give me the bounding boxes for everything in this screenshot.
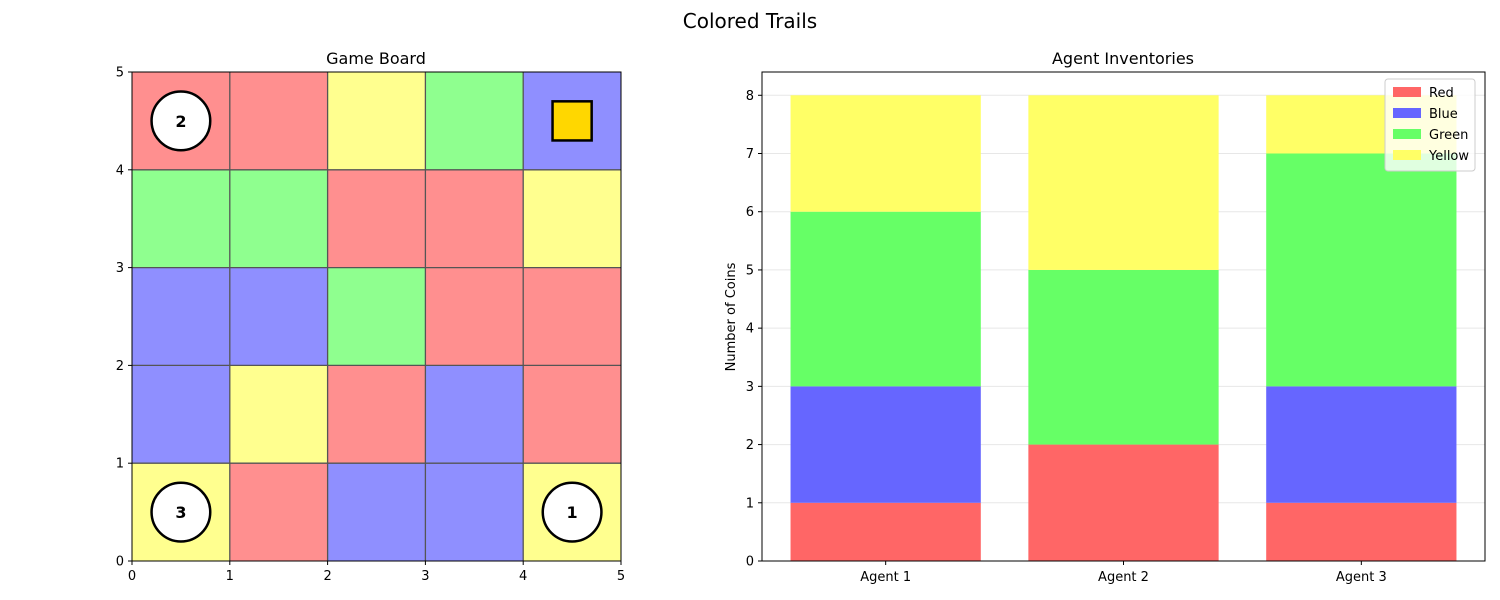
board-cell (523, 365, 621, 464)
y-tick-label: 5 (746, 263, 754, 278)
bar-blue-1 (790, 386, 981, 503)
y-tick-label: 0 (116, 555, 124, 570)
x-tick-label: 4 (519, 569, 527, 584)
x-tick-label: 0 (128, 569, 136, 584)
board-cell (229, 169, 328, 268)
board-cell (327, 267, 426, 366)
legend-box (1384, 78, 1476, 172)
chart-title: Agent Inventories (1052, 49, 1194, 68)
x-tick-label: 1 (226, 569, 234, 584)
goal-icon (551, 100, 593, 142)
bar-blue-3 (1266, 386, 1457, 503)
chart-x-ticks: Agent 1 Agent 2 Agent 3 (860, 561, 1387, 585)
chart-y-ticks: 0 1 2 3 4 5 6 7 8 (746, 89, 762, 570)
board-cell (132, 169, 230, 268)
y-tick-label: 2 (116, 359, 124, 374)
figure-title: Colored Trails (683, 9, 817, 33)
board-cell (425, 72, 524, 170)
board-title: Game Board (326, 49, 426, 68)
y-tick-label: 4 (746, 322, 754, 337)
y-tick-label: 1 (116, 457, 124, 472)
board-frame (131, 71, 622, 562)
y-tick-label: 4 (116, 163, 124, 178)
board-cell (425, 169, 524, 268)
y-tick-label: 2 (746, 438, 754, 453)
y-tick-label: 5 (116, 66, 124, 81)
x-tick-label: Agent 1 (860, 570, 911, 585)
chart-legend: Red Blue Green Yellow (1384, 78, 1476, 172)
bar-red-2 (1028, 444, 1219, 561)
board-gridlines (132, 72, 621, 561)
x-tick-label: Agent 3 (1336, 570, 1387, 585)
board-cell (327, 72, 426, 170)
legend-swatch-green (1393, 129, 1421, 139)
agent-circle (150, 90, 212, 152)
board-cell (425, 463, 524, 561)
board-cell (132, 365, 230, 464)
legend-swatch-blue (1393, 108, 1421, 118)
board-cell (229, 365, 328, 464)
legend-swatch-yellow (1393, 150, 1421, 160)
x-tick-label: 5 (617, 569, 625, 584)
agent-circle (150, 481, 212, 543)
bar-yellow-1 (790, 95, 981, 212)
agent-label: 3 (175, 503, 186, 522)
y-tick-label: 1 (746, 496, 754, 511)
agent-token-3: 3 (150, 481, 212, 543)
board-cell (327, 169, 426, 268)
chart-bars (790, 95, 1457, 561)
agent-label: 1 (567, 503, 578, 522)
board-cell (425, 267, 524, 366)
board-cell (523, 267, 621, 366)
board-cell (523, 169, 621, 268)
board-ticks: 0 1 2 3 4 5 0 1 2 3 4 5 (116, 66, 625, 585)
legend-label-yellow: Yellow (1428, 149, 1469, 164)
y-tick-label: 0 (746, 555, 754, 570)
x-tick-label: 3 (421, 569, 429, 584)
y-tick-label: 7 (746, 147, 754, 162)
game-board: Game Board 0 1 2 3 4 5 0 1 2 3 4 5 1 2 3 (116, 49, 625, 584)
legend-swatch-red (1393, 87, 1421, 97)
legend-label-blue: Blue (1429, 107, 1458, 122)
x-tick-label: 2 (323, 569, 331, 584)
board-cells (132, 72, 621, 561)
y-tick-label: 3 (116, 261, 124, 276)
agent-token-1: 1 (541, 481, 603, 543)
bar-yellow-2 (1028, 95, 1219, 270)
legend-label-red: Red (1429, 86, 1454, 101)
agent-label: 2 (175, 112, 186, 131)
goal-layer (551, 100, 593, 142)
legend-label-green: Green (1429, 128, 1468, 143)
bar-red-1 (790, 502, 981, 561)
agent-token-2: 2 (150, 90, 212, 152)
board-cell (132, 267, 230, 366)
board-cell (229, 463, 328, 561)
bar-red-3 (1266, 502, 1457, 561)
board-cell (327, 463, 426, 561)
y-tick-label: 8 (746, 89, 754, 104)
agents-layer: 1 2 3 (150, 90, 603, 543)
y-tick-label: 6 (746, 205, 754, 220)
chart-y-label: Number of Coins (724, 262, 739, 371)
x-tick-label: Agent 2 (1098, 570, 1149, 585)
board-cell (229, 72, 328, 170)
agent-circle (541, 481, 603, 543)
board-cell (229, 267, 328, 366)
bar-green-2 (1028, 269, 1219, 445)
bar-green-3 (1266, 153, 1457, 387)
board-cell (327, 365, 426, 464)
board-cell (425, 365, 524, 464)
y-tick-label: 3 (746, 380, 754, 395)
bar-green-1 (790, 211, 981, 387)
